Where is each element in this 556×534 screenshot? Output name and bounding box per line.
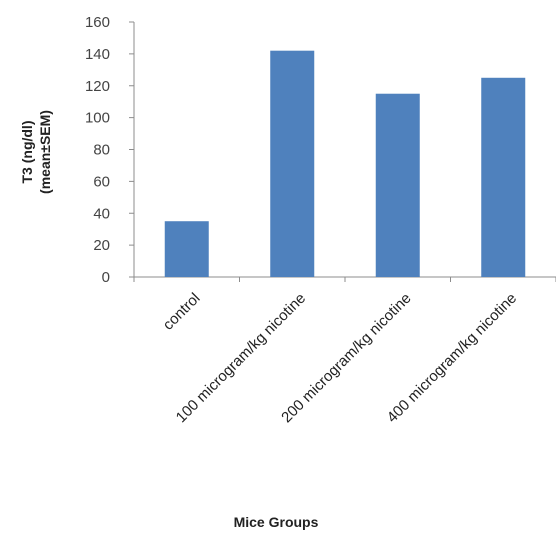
y-tick-label: 60 [93,173,110,190]
y-axis-title-line2: (mean±SEM) [37,110,53,194]
y-tick-label: 140 [85,46,110,63]
bars [164,50,526,277]
x-tick-label: control [160,290,204,334]
y-axis-title-line1: T3 (ng/dl) [19,121,35,184]
bar [270,50,315,277]
y-tick-label: 80 [93,142,110,159]
y-axis-ticks: 0 20 40 60 80 100 120 140 160 [85,14,134,286]
y-tick-label: 100 [85,110,110,127]
y-tick-label: 0 [102,269,110,286]
x-axis-title: Mice Groups [234,514,319,530]
y-tick-label: 160 [85,14,110,31]
y-tick-label: 20 [93,237,110,254]
bar [375,93,420,277]
y-tick-label: 120 [85,78,110,95]
y-tick-label: 40 [93,205,110,222]
bar [164,221,209,277]
bar [481,77,526,277]
